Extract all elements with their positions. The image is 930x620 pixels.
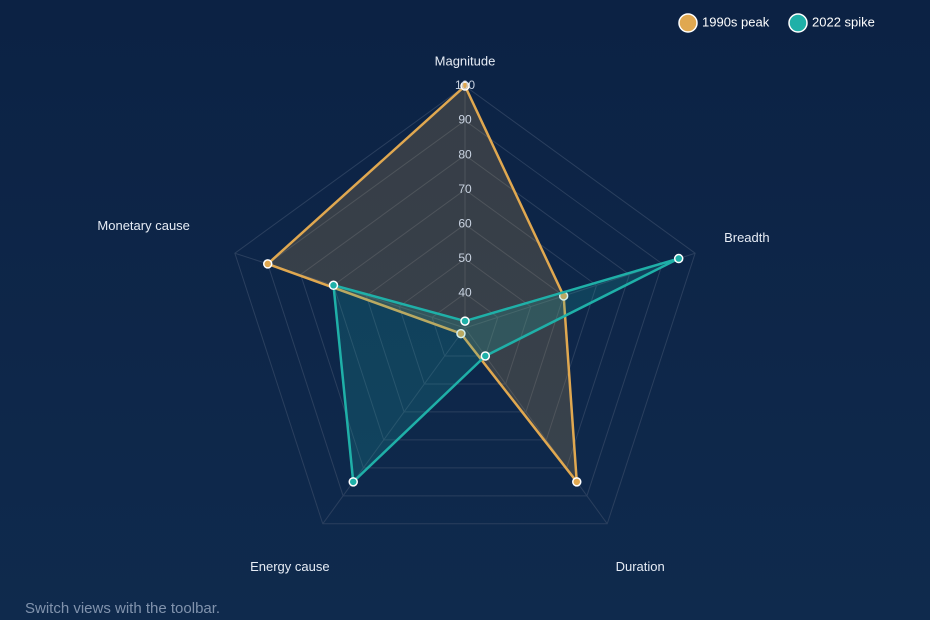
r-tick-label: 70 [458,182,472,196]
series-area [332,257,680,484]
axis-label: Monetary cause [97,218,190,233]
series-area [266,84,579,484]
data-point [328,280,339,291]
legend-label: 2022 spike [812,14,875,29]
r-tick-label: 100 [455,78,475,92]
legend-swatch[interactable] [678,13,698,33]
data-point [460,81,470,91]
data-point [572,477,582,487]
axis-label: Duration [616,559,665,574]
grid-ring [267,119,663,497]
data-point [460,316,470,326]
r-tick-label: 80 [458,147,472,161]
r-tick-label: 60 [458,216,472,230]
axis-line [464,327,608,525]
data-point [480,351,491,361]
axis-label: Magnitude [435,53,496,68]
data-point [262,259,273,269]
axis-line [322,327,466,525]
data-point [348,477,358,487]
legend-swatch[interactable] [788,13,808,33]
r-tick-label: 50 [458,251,472,265]
chart: Magnitude Breadth Duration Energy cause Mone… [97,13,875,575]
grid-ring [332,189,598,441]
footer-note: Switch views with the toolbar. [25,600,221,617]
grid-ring [234,85,696,525]
data-point [673,253,684,264]
data-point [456,328,466,339]
grid-ring [300,154,630,469]
axis-label: Energy cause [250,559,330,574]
r-tick-label: 40 [458,286,472,300]
r-tick-label: 90 [458,113,472,127]
grid-ring [365,223,565,413]
grid-ring [398,258,532,385]
legend-label: 1990s peak [702,14,770,29]
axis-label: Breadth [724,230,770,245]
